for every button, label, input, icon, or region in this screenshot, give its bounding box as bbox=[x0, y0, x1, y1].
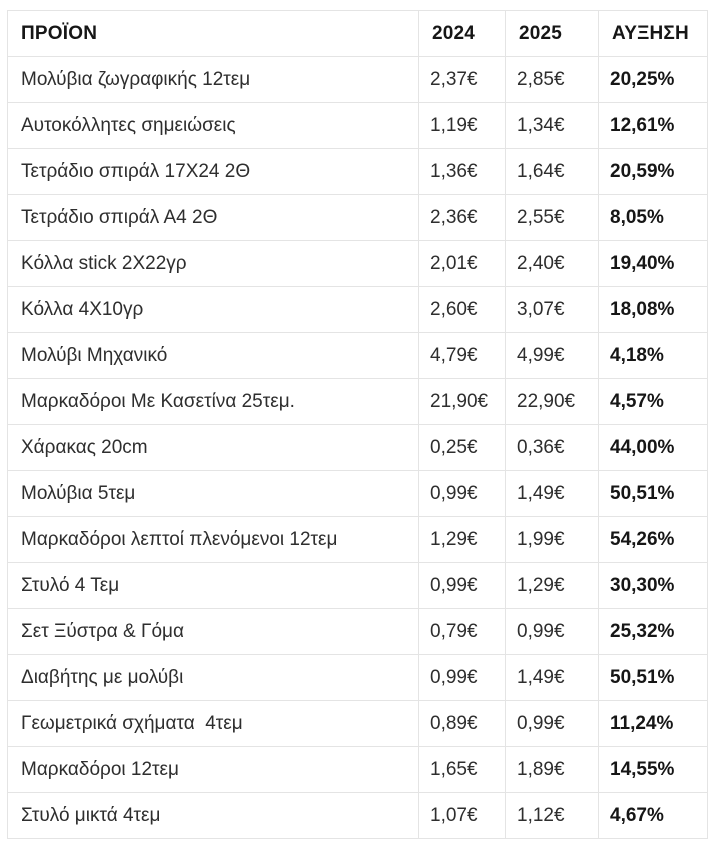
increase-cell: 25,32% bbox=[598, 608, 708, 655]
table-row: Σετ Ξύστρα & Γόμα 0,79€ 0,99€ 25,32% bbox=[7, 608, 708, 655]
increase-cell: 50,51% bbox=[598, 654, 708, 701]
increase-cell: 18,08% bbox=[598, 286, 708, 333]
increase-cell: 8,05% bbox=[598, 194, 708, 241]
price-2024-cell: 1,07€ bbox=[418, 792, 506, 839]
table-body: Μολύβια ζωγραφικής 12τεμ 2,37€ 2,85€ 20,25%… bbox=[7, 56, 708, 839]
column-header-increase: ΑΥΞΗΣΗ bbox=[598, 10, 708, 57]
price-2025-cell: 1,64€ bbox=[505, 148, 599, 195]
price-2025-cell: 1,49€ bbox=[505, 654, 599, 701]
price-comparison-table: ΠΡΟΪΟΝ 2024 2025 ΑΥΞΗΣΗ Μολύβια ζωγραφικ… bbox=[7, 10, 708, 839]
increase-cell: 4,67% bbox=[598, 792, 708, 839]
table-row: Διαβήτης με μολύβι 0,99€ 1,49€ 50,51% bbox=[7, 654, 708, 701]
price-2024-cell: 21,90€ bbox=[418, 378, 506, 425]
table-row: Στυλό μικτά 4τεμ 1,07€ 1,12€ 4,67% bbox=[7, 792, 708, 839]
product-cell: Αυτοκόλλητες σημειώσεις bbox=[7, 102, 419, 149]
price-2024-cell: 2,01€ bbox=[418, 240, 506, 287]
table-row: Χάρακας 20cm 0,25€ 0,36€ 44,00% bbox=[7, 424, 708, 471]
table-row: Κόλλα 4X10γρ 2,60€ 3,07€ 18,08% bbox=[7, 286, 708, 333]
increase-cell: 30,30% bbox=[598, 562, 708, 609]
product-cell: Μαρκαδόροι 12τεμ bbox=[7, 746, 419, 793]
column-header-2024: 2024 bbox=[418, 10, 506, 57]
price-2024-cell: 0,25€ bbox=[418, 424, 506, 471]
product-cell: Κόλλα stick 2X22γρ bbox=[7, 240, 419, 287]
increase-cell: 11,24% bbox=[598, 700, 708, 747]
table-row: Γεωμετρικά σχήματα 4τεμ 0,89€ 0,99€ 11,24% bbox=[7, 700, 708, 747]
product-cell: Κόλλα 4X10γρ bbox=[7, 286, 419, 333]
price-2025-cell: 2,55€ bbox=[505, 194, 599, 241]
price-2024-cell: 1,29€ bbox=[418, 516, 506, 563]
price-2024-cell: 2,36€ bbox=[418, 194, 506, 241]
product-cell: Στυλό μικτά 4τεμ bbox=[7, 792, 419, 839]
price-2024-cell: 1,19€ bbox=[418, 102, 506, 149]
price-2025-cell: 1,12€ bbox=[505, 792, 599, 839]
price-2024-cell: 2,37€ bbox=[418, 56, 506, 103]
price-2024-cell: 1,36€ bbox=[418, 148, 506, 195]
price-2024-cell: 0,79€ bbox=[418, 608, 506, 655]
product-cell: Γεωμετρικά σχήματα 4τεμ bbox=[7, 700, 419, 747]
increase-cell: 54,26% bbox=[598, 516, 708, 563]
increase-cell: 4,57% bbox=[598, 378, 708, 425]
price-2025-cell: 3,07€ bbox=[505, 286, 599, 333]
table-row: Μολύβι Μηχανικό 4,79€ 4,99€ 4,18% bbox=[7, 332, 708, 379]
price-2024-cell: 0,99€ bbox=[418, 654, 506, 701]
table-row: Μολύβια ζωγραφικής 12τεμ 2,37€ 2,85€ 20,25% bbox=[7, 56, 708, 103]
table-row: Μαρκαδόροι Με Κασετίνα 25τεμ. 21,90€ 22,90… bbox=[7, 378, 708, 425]
header-row: ΠΡΟΪΟΝ 2024 2025 ΑΥΞΗΣΗ bbox=[7, 10, 708, 57]
product-cell: Στυλό 4 Τεμ bbox=[7, 562, 419, 609]
price-2025-cell: 1,99€ bbox=[505, 516, 599, 563]
table-row: Αυτοκόλλητες σημειώσεις 1,19€ 1,34€ 12,61% bbox=[7, 102, 708, 149]
table-row: Μαρκαδόροι 12τεμ 1,65€ 1,89€ 14,55% bbox=[7, 746, 708, 793]
price-2025-cell: 2,85€ bbox=[505, 56, 599, 103]
price-2024-cell: 2,60€ bbox=[418, 286, 506, 333]
table-row: Κόλλα stick 2X22γρ 2,01€ 2,40€ 19,40% bbox=[7, 240, 708, 287]
price-2024-cell: 4,79€ bbox=[418, 332, 506, 379]
product-cell: Τετράδιο σπιράλ 17X24 2Θ bbox=[7, 148, 419, 195]
product-cell: Διαβήτης με μολύβι bbox=[7, 654, 419, 701]
price-2025-cell: 0,36€ bbox=[505, 424, 599, 471]
increase-cell: 19,40% bbox=[598, 240, 708, 287]
product-cell: Μαρκαδόροι λεπτοί πλενόμενοι 12τεμ bbox=[7, 516, 419, 563]
table-row: Τετράδιο σπιράλ 17X24 2Θ 1,36€ 1,64€ 20,59% bbox=[7, 148, 708, 195]
column-header-2025: 2025 bbox=[505, 10, 599, 57]
price-2024-cell: 1,65€ bbox=[418, 746, 506, 793]
product-cell: Τετράδιο σπιράλ Α4 2Θ bbox=[7, 194, 419, 241]
price-2024-cell: 0,89€ bbox=[418, 700, 506, 747]
price-2025-cell: 1,29€ bbox=[505, 562, 599, 609]
table-row: Τετράδιο σπιράλ Α4 2Θ 2,36€ 2,55€ 8,05% bbox=[7, 194, 708, 241]
price-2025-cell: 0,99€ bbox=[505, 608, 599, 655]
product-cell: Μαρκαδόροι Με Κασετίνα 25τεμ. bbox=[7, 378, 419, 425]
price-2025-cell: 1,34€ bbox=[505, 102, 599, 149]
price-2025-cell: 1,89€ bbox=[505, 746, 599, 793]
column-header-product: ΠΡΟΪΟΝ bbox=[7, 10, 419, 57]
product-cell: Μολύβια 5τεμ bbox=[7, 470, 419, 517]
increase-cell: 44,00% bbox=[598, 424, 708, 471]
increase-cell: 14,55% bbox=[598, 746, 708, 793]
table-row: Μολύβια 5τεμ 0,99€ 1,49€ 50,51% bbox=[7, 470, 708, 517]
price-2025-cell: 1,49€ bbox=[505, 470, 599, 517]
price-2025-cell: 22,90€ bbox=[505, 378, 599, 425]
price-2024-cell: 0,99€ bbox=[418, 562, 506, 609]
price-2025-cell: 2,40€ bbox=[505, 240, 599, 287]
product-cell: Μολύβια ζωγραφικής 12τεμ bbox=[7, 56, 419, 103]
increase-cell: 50,51% bbox=[598, 470, 708, 517]
product-cell: Μολύβι Μηχανικό bbox=[7, 332, 419, 379]
increase-cell: 20,59% bbox=[598, 148, 708, 195]
increase-cell: 12,61% bbox=[598, 102, 708, 149]
price-2025-cell: 0,99€ bbox=[505, 700, 599, 747]
product-cell: Χάρακας 20cm bbox=[7, 424, 419, 471]
table-row: Στυλό 4 Τεμ 0,99€ 1,29€ 30,30% bbox=[7, 562, 708, 609]
table-header: ΠΡΟΪΟΝ 2024 2025 ΑΥΞΗΣΗ bbox=[7, 10, 708, 57]
price-2024-cell: 0,99€ bbox=[418, 470, 506, 517]
price-2025-cell: 4,99€ bbox=[505, 332, 599, 379]
product-cell: Σετ Ξύστρα & Γόμα bbox=[7, 608, 419, 655]
increase-cell: 4,18% bbox=[598, 332, 708, 379]
increase-cell: 20,25% bbox=[598, 56, 708, 103]
table-row: Μαρκαδόροι λεπτοί πλενόμενοι 12τεμ 1,29€ 1… bbox=[7, 516, 708, 563]
